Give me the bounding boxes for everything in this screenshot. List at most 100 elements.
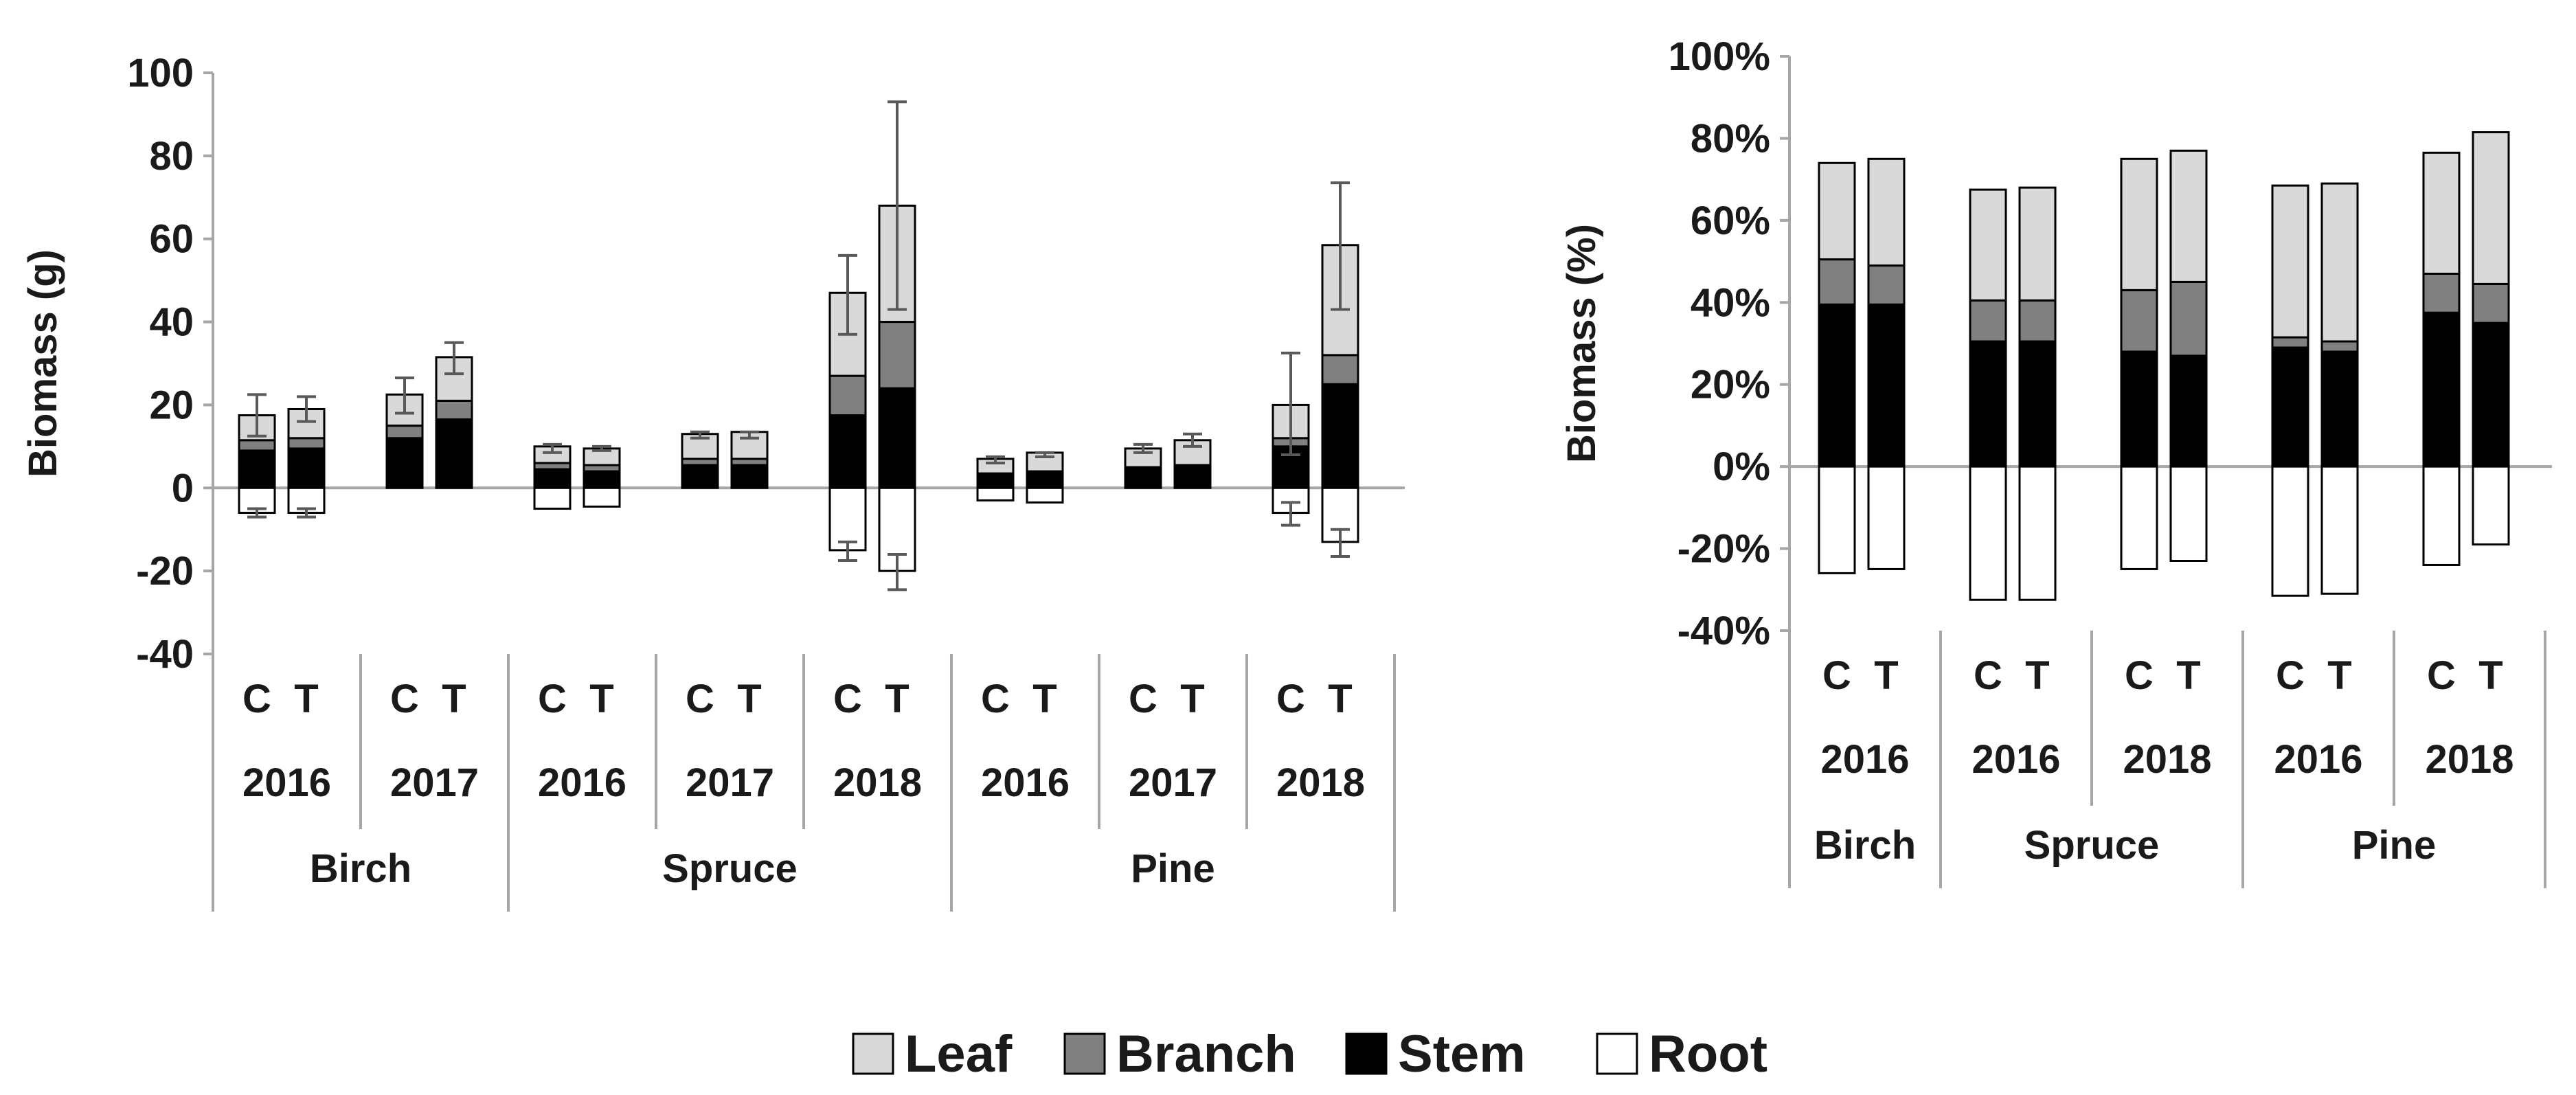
bar-leaf-spruce-2016-T	[2018, 186, 2057, 302]
year-label: 2016	[538, 760, 626, 805]
treatment-label-c: C	[686, 677, 714, 721]
y-axis-title: Biomass (%)	[1559, 224, 1604, 463]
bar-root-spruce-2016-T	[2018, 465, 2057, 601]
y-tick-label: -40	[136, 632, 194, 677]
treatment-label-c: C	[1822, 653, 1851, 698]
y-tick-label: 80	[149, 134, 194, 179]
bar-root-pine-2018-C	[1272, 486, 1310, 515]
treatment-label-t: T	[737, 677, 761, 721]
bar-stem-birch-2016-C	[238, 449, 276, 489]
year-label: 2018	[2425, 737, 2513, 782]
bar-root-pine-2016-C	[2271, 465, 2309, 597]
y-tick-label: 20%	[1691, 363, 1770, 407]
legend: Leaf Branch Stem Root	[852, 1025, 1767, 1083]
bar-branch-spruce-2016-T	[2018, 299, 2057, 343]
year-label: 2018	[833, 760, 922, 805]
treatment-label-c: C	[981, 677, 1010, 721]
y-tick-label: 60	[149, 217, 194, 262]
treatment-label-t: T	[2176, 653, 2200, 698]
year-label: 2016	[981, 760, 1070, 805]
bar-root-pine-2018-C	[2422, 465, 2461, 566]
y-tick-label: 40%	[1691, 280, 1770, 325]
treatment-label-t: T	[442, 677, 466, 721]
year-label: 2016	[1971, 737, 2060, 782]
treatment-label-t: T	[2327, 653, 2351, 698]
bar-branch-birch-2017-C	[385, 425, 424, 440]
bar-stem-birch-2017-C	[385, 437, 424, 489]
bar-root-spruce-2016-C	[1969, 465, 2007, 601]
species-label-birch: Birch	[310, 846, 411, 891]
chart-biomass-pct: 100%80%60%40%20%0%-20%-40%Biomass (%)C T C…	[1559, 34, 2552, 888]
y-tick-label: 20	[149, 383, 194, 427]
species-label-birch: Birch	[1814, 823, 1916, 868]
y-tick-label: 40	[149, 300, 194, 345]
bar-stem-birch-2016-T	[1867, 303, 1906, 468]
bar-branch-pine-2018-T	[2472, 282, 2510, 324]
treatment-label-t: T	[1328, 677, 1352, 721]
legend-swatch-leaf	[852, 1032, 894, 1075]
year-label: 2016	[1820, 737, 1909, 782]
bar-root-birch-2016-T	[1867, 465, 1906, 570]
bar-stem-pine-2016-C	[2271, 346, 2309, 468]
bar-leaf-spruce-2016-C	[1969, 188, 2007, 302]
bar-stem-spruce-2017-T	[730, 464, 769, 489]
year-label: 2016	[2274, 737, 2362, 782]
bar-leaf-spruce-2016-T	[583, 447, 621, 466]
year-label: 2017	[390, 760, 479, 805]
y-tick-label: -20	[136, 549, 194, 594]
year-label: 2017	[1129, 760, 1217, 805]
treatment-label-t: T	[885, 677, 909, 721]
bar-root-spruce-2018-T	[2169, 465, 2208, 562]
year-label: 2016	[242, 760, 331, 805]
y-tick-label: 100	[127, 51, 194, 95]
bar-branch-spruce-2018-T	[878, 321, 916, 390]
bar-root-pine-2016-T	[1026, 486, 1064, 504]
bar-root-spruce-2018-C	[2120, 465, 2158, 570]
bar-leaf-pine-2017-C	[1124, 447, 1162, 469]
y-tick-label: -20%	[1677, 527, 1770, 572]
y-tick-label: 80%	[1691, 116, 1770, 161]
treatment-label-c: C	[833, 677, 862, 721]
legend-label-branch: Branch	[1116, 1025, 1296, 1083]
bar-leaf-birch-2016-T	[1867, 157, 1906, 267]
year-label: 2018	[2123, 737, 2211, 782]
treatment-label-c: C	[1129, 677, 1157, 721]
bar-branch-pine-2018-C	[2422, 272, 2461, 314]
bar-stem-spruce-2016-T	[2018, 340, 2057, 468]
bar-stem-pine-2016-T	[1026, 472, 1064, 489]
legend-label-root: Root	[1649, 1025, 1767, 1083]
y-axis-title: Biomass (g)	[21, 249, 65, 477]
bar-leaf-spruce-2018-C	[2120, 157, 2158, 291]
bar-stem-spruce-2018-C	[2120, 350, 2158, 468]
bar-stem-birch-2016-T	[287, 447, 326, 489]
bar-stem-pine-2018-C	[2422, 311, 2461, 468]
treatment-label-t: T	[589, 677, 613, 721]
bar-leaf-pine-2016-C	[2271, 184, 2309, 339]
species-label-spruce: Spruce	[2024, 823, 2160, 868]
bar-stem-pine-2016-T	[2320, 350, 2359, 468]
bar-stem-pine-2018-T	[2472, 321, 2510, 468]
bar-root-spruce-2016-T	[583, 486, 621, 508]
treatment-label-t: T	[1180, 677, 1204, 721]
species-label-pine: Pine	[2352, 823, 2437, 868]
bar-leaf-birch-2016-C	[1818, 161, 1856, 261]
bar-branch-pine-2018-T	[1321, 354, 1359, 385]
bar-branch-pine-2016-T	[2320, 340, 2359, 353]
bar-stem-spruce-2016-T	[583, 470, 621, 489]
treatment-label-c: C	[242, 677, 271, 721]
y-tick-label: 0%	[1713, 444, 1770, 489]
bar-stem-spruce-2018-T	[878, 387, 916, 489]
treatment-label-c: C	[1276, 677, 1305, 721]
legend-swatch-root	[1596, 1032, 1638, 1075]
bar-root-pine-2016-C	[976, 486, 1015, 501]
bar-leaf-pine-2016-T	[2320, 182, 2359, 343]
bar-stem-pine-2017-C	[1124, 468, 1162, 489]
treatment-label-c: C	[2276, 653, 2305, 698]
treatment-label-t: T	[2025, 653, 2049, 698]
bar-root-spruce-2018-C	[828, 486, 867, 552]
bar-branch-birch-2016-T	[1867, 264, 1906, 306]
legend-label-leaf: Leaf	[905, 1025, 1013, 1083]
bar-stem-spruce-2018-C	[828, 414, 867, 489]
legend-label-stem: Stem	[1398, 1025, 1526, 1083]
